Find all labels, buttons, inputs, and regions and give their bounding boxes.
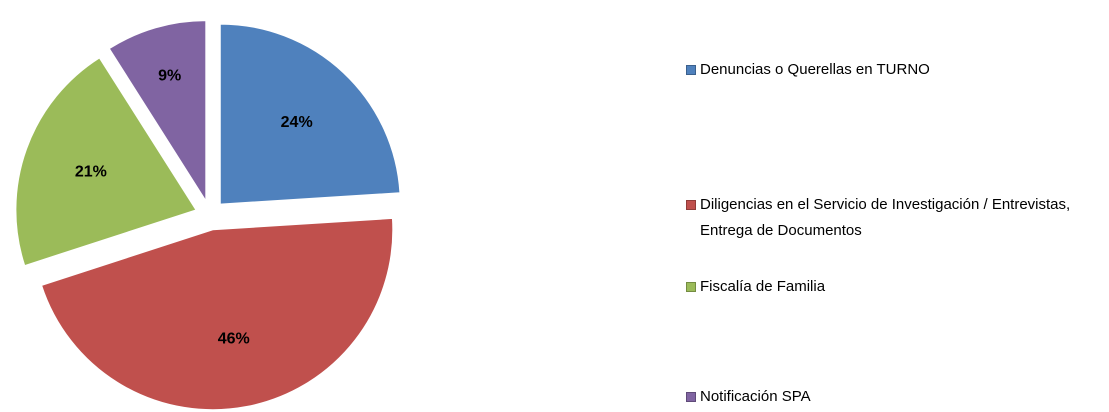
legend-item: Notificación SPA (686, 384, 1096, 410)
data-label: 21% (75, 163, 107, 180)
pie-slice (219, 23, 401, 205)
data-label: 24% (281, 114, 313, 131)
data-label: 9% (158, 67, 181, 84)
legend-label: Fiscalía de Familia (700, 278, 826, 295)
legend-swatch (686, 200, 696, 210)
legend-item: Fiscalía de Familia (686, 274, 1096, 300)
pie-slice (15, 57, 197, 267)
pie-slice (40, 217, 394, 411)
legend-label: Diligencias en el Servicio de Investigac… (700, 196, 1071, 239)
pie-slice (108, 20, 207, 203)
legend-label: Notificación SPA (700, 388, 811, 405)
legend-label: Denuncias o Querellas en TURNO (700, 61, 930, 78)
legend-swatch (686, 392, 696, 402)
data-label: 46% (218, 331, 250, 348)
legend-swatch (686, 282, 696, 292)
legend-item: Denuncias o Querellas en TURNO (686, 57, 1096, 83)
legend-swatch (686, 65, 696, 75)
legend-item: Diligencias en el Servicio de Investigac… (686, 192, 1096, 244)
